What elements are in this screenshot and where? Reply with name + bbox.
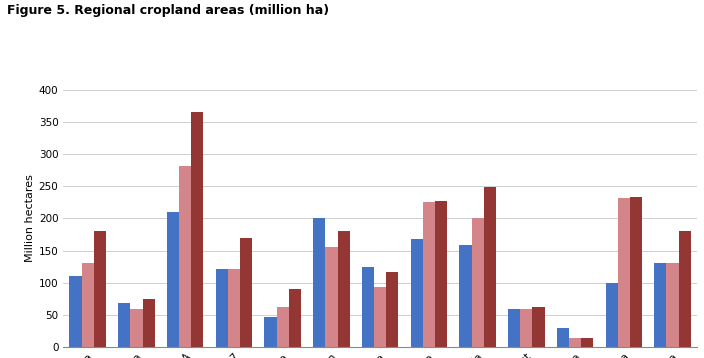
Bar [179,165,191,347]
Bar [423,202,435,347]
Bar [508,309,520,347]
Bar [313,218,325,347]
Bar [654,263,667,347]
Bar [289,289,301,347]
Bar [618,198,630,347]
Bar [569,338,582,347]
Bar [167,212,179,347]
Y-axis label: Million hectares: Million hectares [25,174,34,262]
Bar [228,268,240,347]
Bar [82,263,94,347]
Bar [215,268,228,347]
Bar [532,307,545,347]
Bar [472,218,484,347]
Bar [374,287,386,347]
Bar [520,309,532,347]
Bar [582,338,593,347]
Bar [410,239,423,347]
Bar [142,299,155,347]
Bar [118,304,130,347]
Bar [337,231,350,347]
Bar [70,276,82,347]
Bar [679,231,691,347]
Bar [484,188,496,347]
Bar [435,201,447,347]
Bar [605,283,618,347]
Bar [460,246,472,347]
Bar [362,267,374,347]
Bar [557,328,569,347]
Bar [667,263,679,347]
Bar [130,309,143,347]
Bar [630,197,642,347]
Bar [325,247,337,347]
Text: Figure 5. Regional cropland areas (million ha): Figure 5. Regional cropland areas (milli… [7,4,329,16]
Bar [94,231,106,347]
Bar [191,112,203,347]
Bar [265,317,277,347]
Bar [277,307,289,347]
Bar [386,272,398,347]
Bar [240,238,252,347]
